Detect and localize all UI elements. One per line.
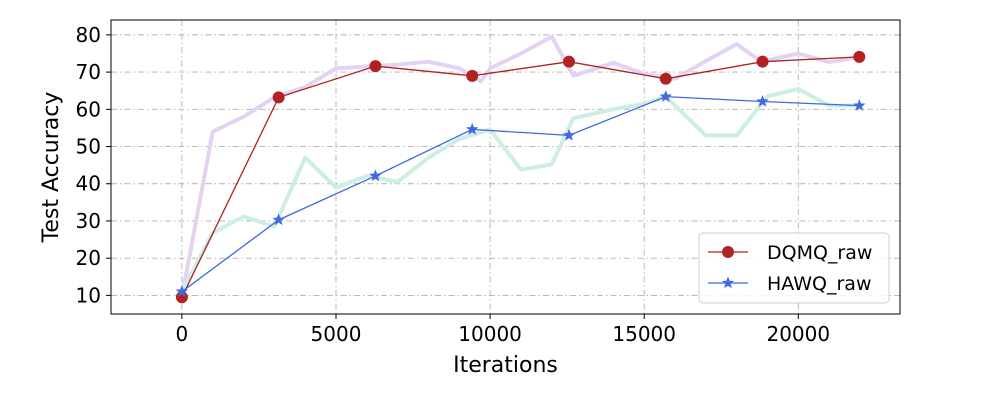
series-layer	[175, 50, 866, 304]
data-point-dqmq-raw	[756, 55, 769, 68]
data-point-hawq-raw	[756, 95, 769, 107]
background-series-layer	[179, 34, 862, 300]
series-line-hawq-raw	[181, 96, 860, 293]
y-tick-label: 60	[76, 97, 101, 121]
x-tick-label: 10000	[458, 322, 522, 346]
data-point-hawq-raw	[562, 128, 576, 141]
y-tick-label: 30	[76, 209, 101, 233]
axes: 0 5000 10000 15000 20000 10 20 30 40 50 60 70 80	[76, 23, 831, 346]
data-point-dqmq-raw	[562, 55, 575, 68]
y-axis-label: Test Accuracy	[39, 92, 64, 244]
x-tick-label: 5000	[311, 322, 362, 346]
legend-label-hawq: HAWQ_raw	[767, 273, 871, 295]
data-point-hawq-raw	[466, 122, 479, 135]
y-tick-label: 40	[76, 172, 101, 196]
data-point-dqmq-raw	[466, 69, 479, 82]
data-point-hawq-raw	[272, 213, 285, 226]
data-point-hawq-raw	[369, 169, 382, 182]
x-axis-label: Iterations	[453, 353, 558, 378]
data-point-dqmq-raw	[272, 91, 285, 104]
x-tick-label: 20000	[766, 322, 830, 346]
data-point-hawq-raw	[853, 99, 866, 111]
y-tick-label: 20	[76, 246, 101, 270]
data-point-dqmq-raw	[369, 60, 382, 73]
y-tick-label: 10	[76, 283, 101, 307]
legend-marker-dqmq	[722, 246, 734, 258]
data-point-dqmq-raw	[659, 72, 672, 85]
legend-label-dqmq: DQMQ_raw	[767, 242, 872, 264]
y-tick-label: 70	[76, 60, 101, 84]
background-line-0	[179, 34, 862, 300]
x-tick-label: 15000	[612, 322, 676, 346]
data-point-dqmq-raw	[853, 50, 866, 63]
data-point-hawq-raw	[659, 90, 672, 102]
y-tick-label: 80	[76, 23, 101, 47]
data-point-hawq-raw	[175, 285, 189, 297]
background-line-1	[179, 86, 862, 294]
plot-frame	[110, 19, 901, 315]
x-tick-label: 0	[176, 322, 189, 346]
y-tick-label: 50	[76, 135, 101, 159]
series-line-dqmq-raw	[181, 56, 860, 298]
legend-marker-hawq	[721, 276, 735, 289]
legend: DQMQ_raw HAWQ_raw	[698, 232, 890, 304]
legend-frame	[698, 232, 890, 304]
